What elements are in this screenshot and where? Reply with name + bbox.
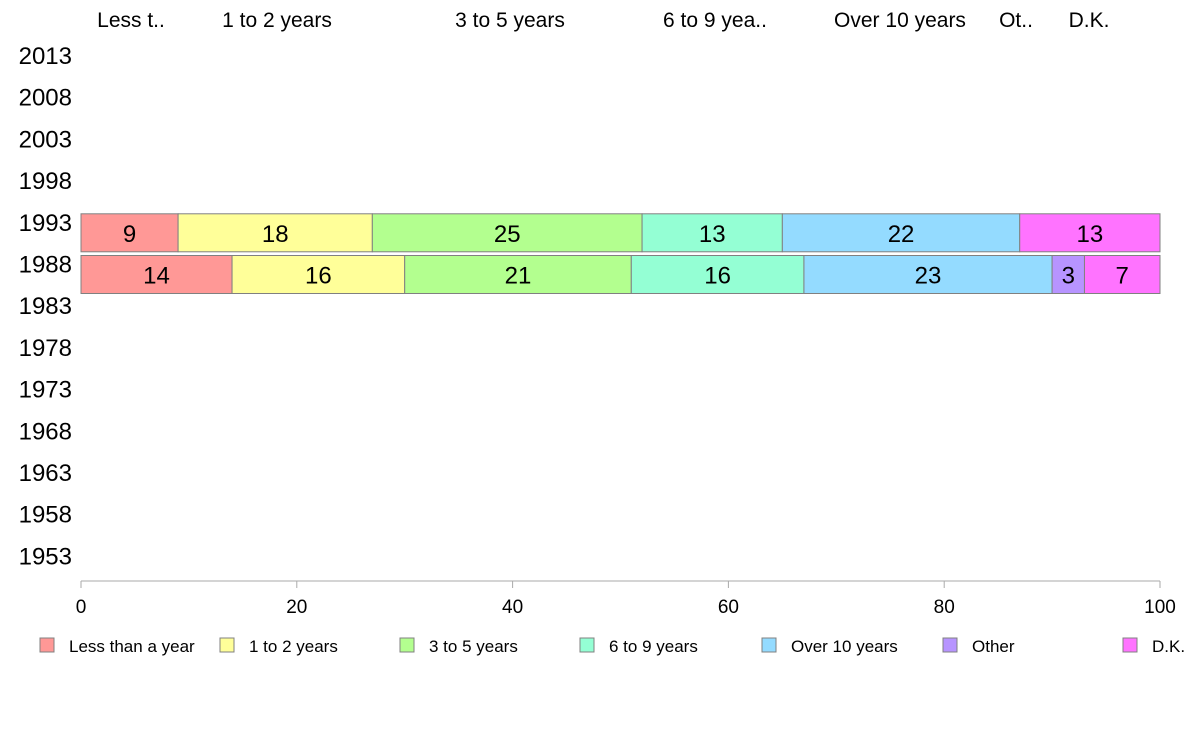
column-header: 3 to 5 years <box>455 9 565 32</box>
legend-label: Over 10 years <box>791 637 898 656</box>
legend-swatch <box>219 637 235 653</box>
legend-label: 6 to 9 years <box>609 637 698 656</box>
x-tick-label: 60 <box>718 597 739 618</box>
bar-value-label: 9 <box>123 221 136 248</box>
bar-value-label: 25 <box>494 221 521 248</box>
x-tick-label: 40 <box>502 597 523 618</box>
y-tick-label: 1963 <box>19 460 72 487</box>
legend-label: Less than a year <box>69 637 195 656</box>
legend-swatch <box>399 637 415 653</box>
bar-segment <box>177 213 373 253</box>
bar-segment <box>1019 213 1161 253</box>
bar-value-label: 22 <box>888 221 915 248</box>
bar-segment <box>1083 255 1161 294</box>
bar-segment <box>80 213 179 253</box>
y-tick-label: 1993 <box>19 210 72 237</box>
legend-swatch <box>579 637 595 653</box>
y-tick-label: 2008 <box>19 85 72 112</box>
bar-value-label: 13 <box>699 221 726 248</box>
y-tick-label: 2013 <box>19 43 72 70</box>
legend-swatch <box>39 637 55 653</box>
x-tick-label: 80 <box>934 597 955 618</box>
y-tick-label: 1983 <box>19 293 72 320</box>
bar-value-label: 16 <box>704 263 731 290</box>
bar-segment <box>1051 255 1085 294</box>
legend-label: 1 to 2 years <box>249 637 338 656</box>
bar-value-label: 3 <box>1062 263 1075 290</box>
column-header: 6 to 9 yea.. <box>663 9 767 32</box>
y-tick-label: 1973 <box>19 377 72 404</box>
x-tick-label: 0 <box>76 597 87 618</box>
legend-swatch <box>942 637 958 653</box>
bar-segment <box>371 213 643 253</box>
x-tick-label: 100 <box>1144 597 1176 618</box>
bar-segment <box>630 255 805 294</box>
bar-value-label: 14 <box>143 263 170 290</box>
y-tick-label: 1953 <box>19 543 72 570</box>
column-header: Less t.. <box>97 9 165 32</box>
bar-segment <box>404 255 632 294</box>
legend-label: Other <box>972 637 1015 656</box>
y-tick-label: 1968 <box>19 418 72 445</box>
y-tick-label: 1988 <box>19 252 72 279</box>
legend-swatch <box>761 637 777 653</box>
column-header: 1 to 2 years <box>222 9 332 32</box>
legend-label: D.K. <box>1152 637 1185 656</box>
legend-swatch <box>1122 637 1138 653</box>
column-header: Ot.. <box>999 9 1033 32</box>
bar-segment <box>781 213 1021 253</box>
bar-value-label: 21 <box>505 263 532 290</box>
bar-value-label: 13 <box>1077 221 1104 248</box>
x-tick-label: 20 <box>286 597 307 618</box>
bar-value-label: 18 <box>262 221 289 248</box>
y-tick-label: 2003 <box>19 126 72 153</box>
legend-label: 3 to 5 years <box>429 637 518 656</box>
y-tick-label: 1978 <box>19 335 72 362</box>
column-header: D.K. <box>1069 9 1110 32</box>
bar-value-label: 16 <box>305 263 332 290</box>
bar-value-label: 7 <box>1116 263 1129 290</box>
column-header: Over 10 years <box>834 9 966 32</box>
bar-segment <box>231 255 406 294</box>
bar-value-label: 23 <box>915 263 942 290</box>
y-tick-label: 1958 <box>19 502 72 529</box>
y-tick-label: 1998 <box>19 168 72 195</box>
bar-segment <box>80 255 233 294</box>
